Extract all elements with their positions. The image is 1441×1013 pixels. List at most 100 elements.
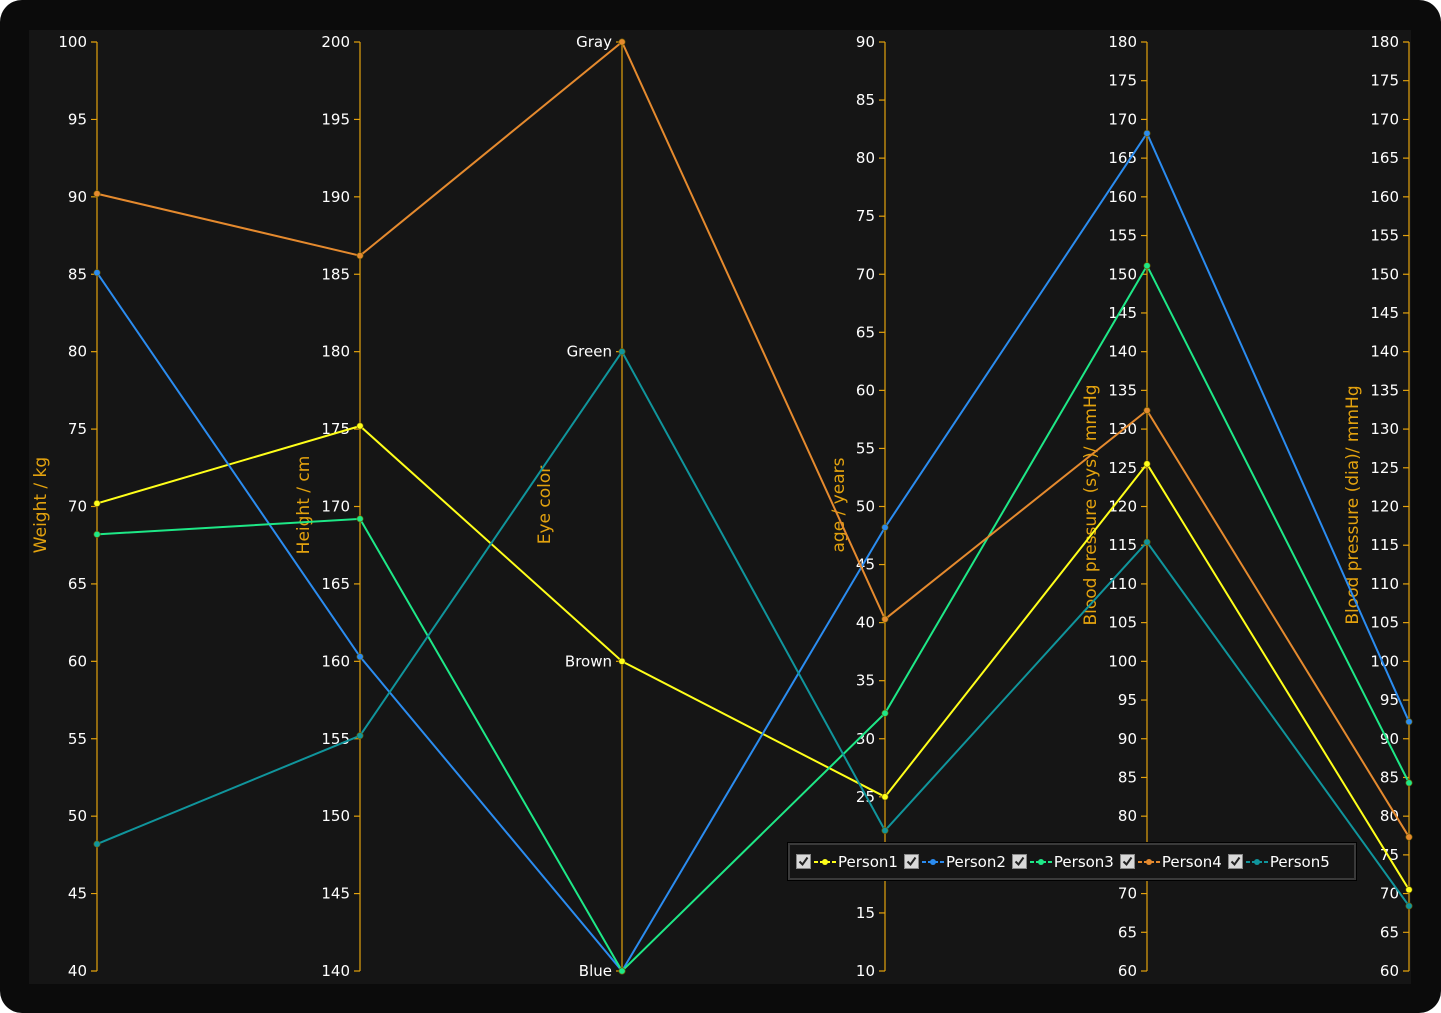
tick-label: 125 [1370,459,1399,477]
tick-label: 105 [1108,614,1137,632]
tick-label: 165 [1108,149,1137,167]
series-person5 [93,348,1413,910]
data-point-person5 [881,826,889,834]
tick-label: 100 [58,33,87,51]
legend-label-person1: Person1 [838,852,898,871]
tick-label: 65 [68,575,87,593]
tick-label: 90 [68,188,87,206]
plot-area [29,30,1411,984]
tick-label: 100 [1108,652,1137,670]
data-point-person3 [1143,262,1151,270]
axis-title-blood-pressure-sys-mmhg: Blood pressure (sys)/ mmHg [1081,384,1101,625]
data-point-person5 [356,732,364,740]
legend-swatch-marker [1037,858,1044,865]
tick-label: 175 [1370,72,1399,90]
tick-label: 100 [1370,652,1399,670]
tick-label: 105 [1370,614,1399,632]
tick-label: 80 [1118,807,1137,825]
tick-label: 135 [1370,381,1399,399]
tick-label: 125 [1108,459,1137,477]
tick-label: 180 [321,343,350,361]
axis-title-height-cm: Height / cm [294,456,314,555]
legend-item-person3[interactable]: Person3 [1011,853,1114,871]
axis-blood-pressure-dia-mmhg: 6065707580859095100105110115120125130135… [1343,33,1410,980]
data-point-person4 [1405,833,1413,841]
checkbox-icon[interactable] [796,854,811,869]
data-point-person2 [1405,718,1413,726]
series-line-person5 [96,349,1410,907]
data-point-person2 [356,653,364,661]
tick-label: 180 [1370,33,1399,51]
tick-label: 15 [856,904,875,922]
data-point-person4 [93,190,101,198]
tick-label: 70 [68,498,87,516]
legend-item-person2[interactable]: Person2 [903,852,1006,871]
series-person1 [93,422,1413,894]
legend-item-person1[interactable]: Person1 [796,853,898,871]
checkbox-icon[interactable] [1227,854,1243,869]
checkbox-icon[interactable] [1119,854,1135,869]
legend-item-person4[interactable]: Person4 [1119,853,1222,871]
tick-label: 70 [1380,885,1399,903]
tick-label: 185 [321,265,350,283]
axes-group: 40 45 50 55 60 65 70 75 80 85 90 95 100 Weight / kg 14… [31,33,1410,980]
legend-swatch-marker [929,858,936,865]
axis-title-blood-pressure-dia-mmhg: Blood pressure (dia)/ mmHg [1343,385,1363,624]
tick-label: Gray [576,33,612,51]
legend-label-person2: Person2 [945,852,1006,871]
tick-label: 160 [1370,188,1399,206]
legend: Person1 Person2 Person3 Person4 Person5 [788,843,1356,880]
tick-label: 165 [321,575,350,593]
data-point-person1 [1405,886,1413,894]
tick-label: 75 [68,420,87,438]
axis-age-years: 1015202530354045505560657075808590age / … [829,33,886,980]
series-line-person4 [96,40,1410,838]
data-point-person4 [1143,407,1151,415]
tick-label: 150 [1370,265,1399,283]
data-point-person5 [618,348,626,356]
data-point-person3 [93,530,101,538]
tick-label: 155 [1370,227,1399,245]
data-point-person3 [356,515,364,523]
tick-label: 140 [1370,343,1399,361]
axis-title-eye-color: Eye color [535,466,555,545]
tick-label: 40 [68,962,87,980]
tick-label: 145 [321,885,350,903]
data-point-person1 [1143,460,1151,468]
legend-item-person5[interactable]: Person5 [1227,853,1330,871]
tick-label: 175 [321,420,350,438]
tick-label: 55 [68,730,87,748]
legend-swatch-person1 [814,858,836,865]
data-point-person3 [881,709,889,717]
tick-label: Blue [579,962,612,980]
data-point-person2 [881,523,889,531]
series-person3 [93,262,1413,975]
tick-label: 200 [321,33,350,51]
legend-swatch-person4 [1137,858,1160,865]
tick-label: 95 [68,110,87,128]
tick-label: 130 [1370,420,1399,438]
axis-eye-color: Blue Brown Green Gray Eye color [535,33,623,980]
series-line-person1 [96,424,1410,891]
tick-label: 170 [1370,110,1399,128]
data-point-person5 [1405,902,1413,910]
tick-label: 150 [1108,265,1137,283]
checkbox-icon[interactable] [903,854,919,869]
tick-label: 115 [1108,536,1137,554]
tick-label: 85 [68,265,87,283]
tick-label: 140 [321,962,350,980]
tick-label: 65 [1380,923,1399,941]
tick-label: 120 [1370,498,1399,516]
data-point-person1 [881,793,889,801]
tick-label: 110 [1370,575,1399,593]
tick-label: 170 [1108,110,1137,128]
checkbox-icon[interactable] [1011,854,1027,869]
tick-label: 45 [68,885,87,903]
data-point-person2 [93,269,101,277]
series-line-person2 [96,131,1410,973]
axis-title-weight-kg: Weight / kg [31,457,51,553]
tick-label: 60 [856,381,875,399]
tick-label: 65 [1118,923,1137,941]
tick-label: 160 [1108,188,1137,206]
